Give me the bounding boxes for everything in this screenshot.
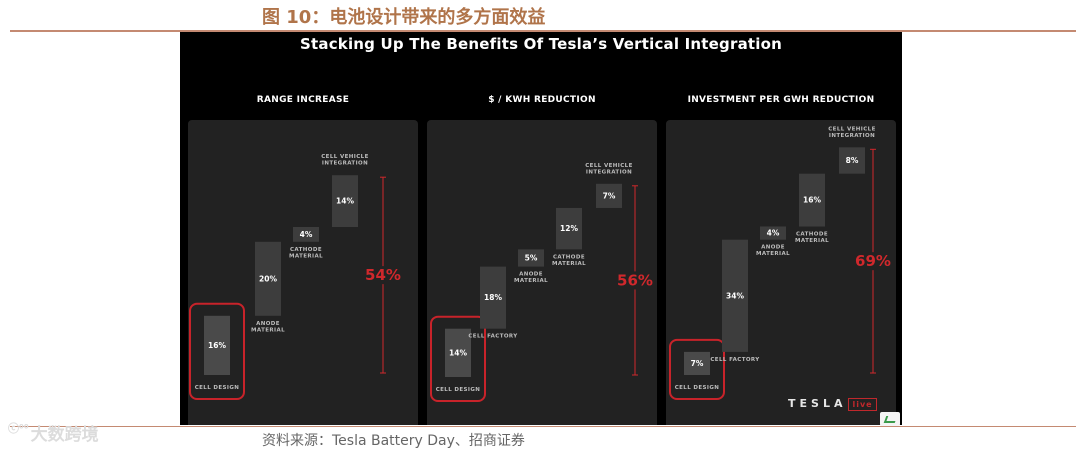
cell-design-highlight-ring: [189, 302, 245, 400]
bar-value-label: 16%: [208, 341, 226, 350]
waterfall-bar: [799, 173, 825, 227]
step-label: ANODE MATERIAL: [514, 272, 548, 285]
investment-per-gwh-title: INVESTMENT PER GWH REDUCTION: [687, 95, 875, 105]
bar-value-label: 4%: [767, 229, 780, 238]
total-label-bg: [365, 266, 401, 285]
step-label: CELL DESIGN: [436, 387, 481, 393]
video-frame: Stacking Up The Benefits Of Tesla’s Vert…: [180, 32, 902, 425]
tesla-wordmark: TESLA: [788, 397, 847, 410]
watermark: ⓒ⁰⁰ 大数跨境: [8, 420, 99, 445]
range-increase-title: RANGE INCREASE: [256, 95, 350, 105]
live-badge: live: [848, 397, 877, 411]
source-note: 资料来源：Tesla Battery Day、招商证券: [262, 433, 525, 449]
step-label: CATHODE MATERIAL: [552, 254, 586, 267]
waterfall-bar: [293, 227, 319, 242]
total-label-bg: [617, 271, 653, 290]
total-percent-label: 69%: [855, 252, 891, 270]
range-increase-chart: 16% CELL DESIGN 20% ANODE MATERIAL 4% CATHODE M…: [189, 154, 401, 400]
figure-title: 图 10：电池设计带来的多方面效益: [262, 7, 546, 28]
cell-design-highlight-ring: [430, 315, 486, 403]
waterfall-bar: [556, 207, 582, 250]
step-label: ANODE MATERIAL: [756, 245, 790, 258]
slide-title: Stacking Up The Benefits Of Tesla’s Vert…: [300, 35, 782, 53]
bar-value-label: 34%: [726, 291, 744, 300]
waterfall-bar: [760, 226, 786, 240]
total-percent-label: 54%: [365, 266, 401, 284]
step-label: CELL VEHICLE INTEGRATION: [321, 154, 368, 167]
waterfall-bar: [596, 183, 622, 208]
step-label: ANODE MATERIAL: [251, 321, 285, 334]
watermark-mark: ⓒ⁰⁰: [8, 422, 29, 435]
step-label: CELL FACTORY: [710, 357, 760, 363]
waterfall-charts: 16% CELL DESIGN 20% ANODE MATERIAL 4% CATHODE M…: [189, 126, 891, 403]
total-percent-label: 56%: [617, 271, 653, 289]
waterfall-bar: [204, 315, 230, 375]
waterfall-bar: [722, 239, 748, 352]
step-label: CELL FACTORY: [468, 334, 518, 340]
waterfall-bar: [445, 328, 471, 377]
bar-value-label: 16%: [803, 196, 821, 205]
waterfall-bar: [839, 147, 865, 174]
step-label: CELL VEHICLE INTEGRATION: [585, 163, 632, 176]
step-label: CELL VEHICLE INTEGRATION: [828, 126, 875, 139]
waterfall-bar: [518, 249, 544, 267]
cost-per-kwh-title: $ / KWH REDUCTION: [488, 95, 596, 105]
step-label: CATHODE MATERIAL: [795, 232, 829, 245]
bar-value-label: 14%: [449, 348, 467, 357]
tesla-live-logo: TESLA live: [788, 397, 877, 411]
bar-value-label: 12%: [560, 224, 578, 233]
cell-design-highlight-ring: [669, 338, 725, 400]
bar-value-label: 18%: [484, 293, 502, 302]
share-icon: [880, 412, 900, 426]
bar-value-label: 5%: [525, 253, 538, 262]
bar-value-label: 7%: [691, 359, 704, 368]
cost-per-kwh-chart: 14% CELL DESIGN 18% CELL FACTORY 5% ANODE MATE…: [430, 163, 653, 403]
bar-value-label: 4%: [300, 230, 313, 239]
step-label: CELL DESIGN: [675, 385, 720, 391]
bar-value-label: 20%: [259, 274, 277, 283]
waterfall-bar: [684, 351, 710, 375]
step-label: CATHODE MATERIAL: [289, 247, 323, 259]
investment-per-gwh-chart: 7% CELL DESIGN 34% CELL FACTORY 4% ANODE MATER…: [669, 126, 891, 400]
step-label: CELL DESIGN: [195, 385, 240, 391]
bar-value-label: 14%: [336, 197, 354, 206]
watermark-text: 大数跨境: [30, 425, 99, 445]
waterfall-bar: [332, 175, 358, 227]
waterfall-bar: [480, 266, 506, 329]
waterfall-bar: [255, 241, 281, 316]
footer-rule: [10, 426, 1076, 427]
bar-value-label: 7%: [603, 191, 616, 200]
title-rule: [10, 30, 1076, 32]
total-label-bg: [855, 252, 891, 271]
bar-value-label: 8%: [846, 156, 859, 165]
